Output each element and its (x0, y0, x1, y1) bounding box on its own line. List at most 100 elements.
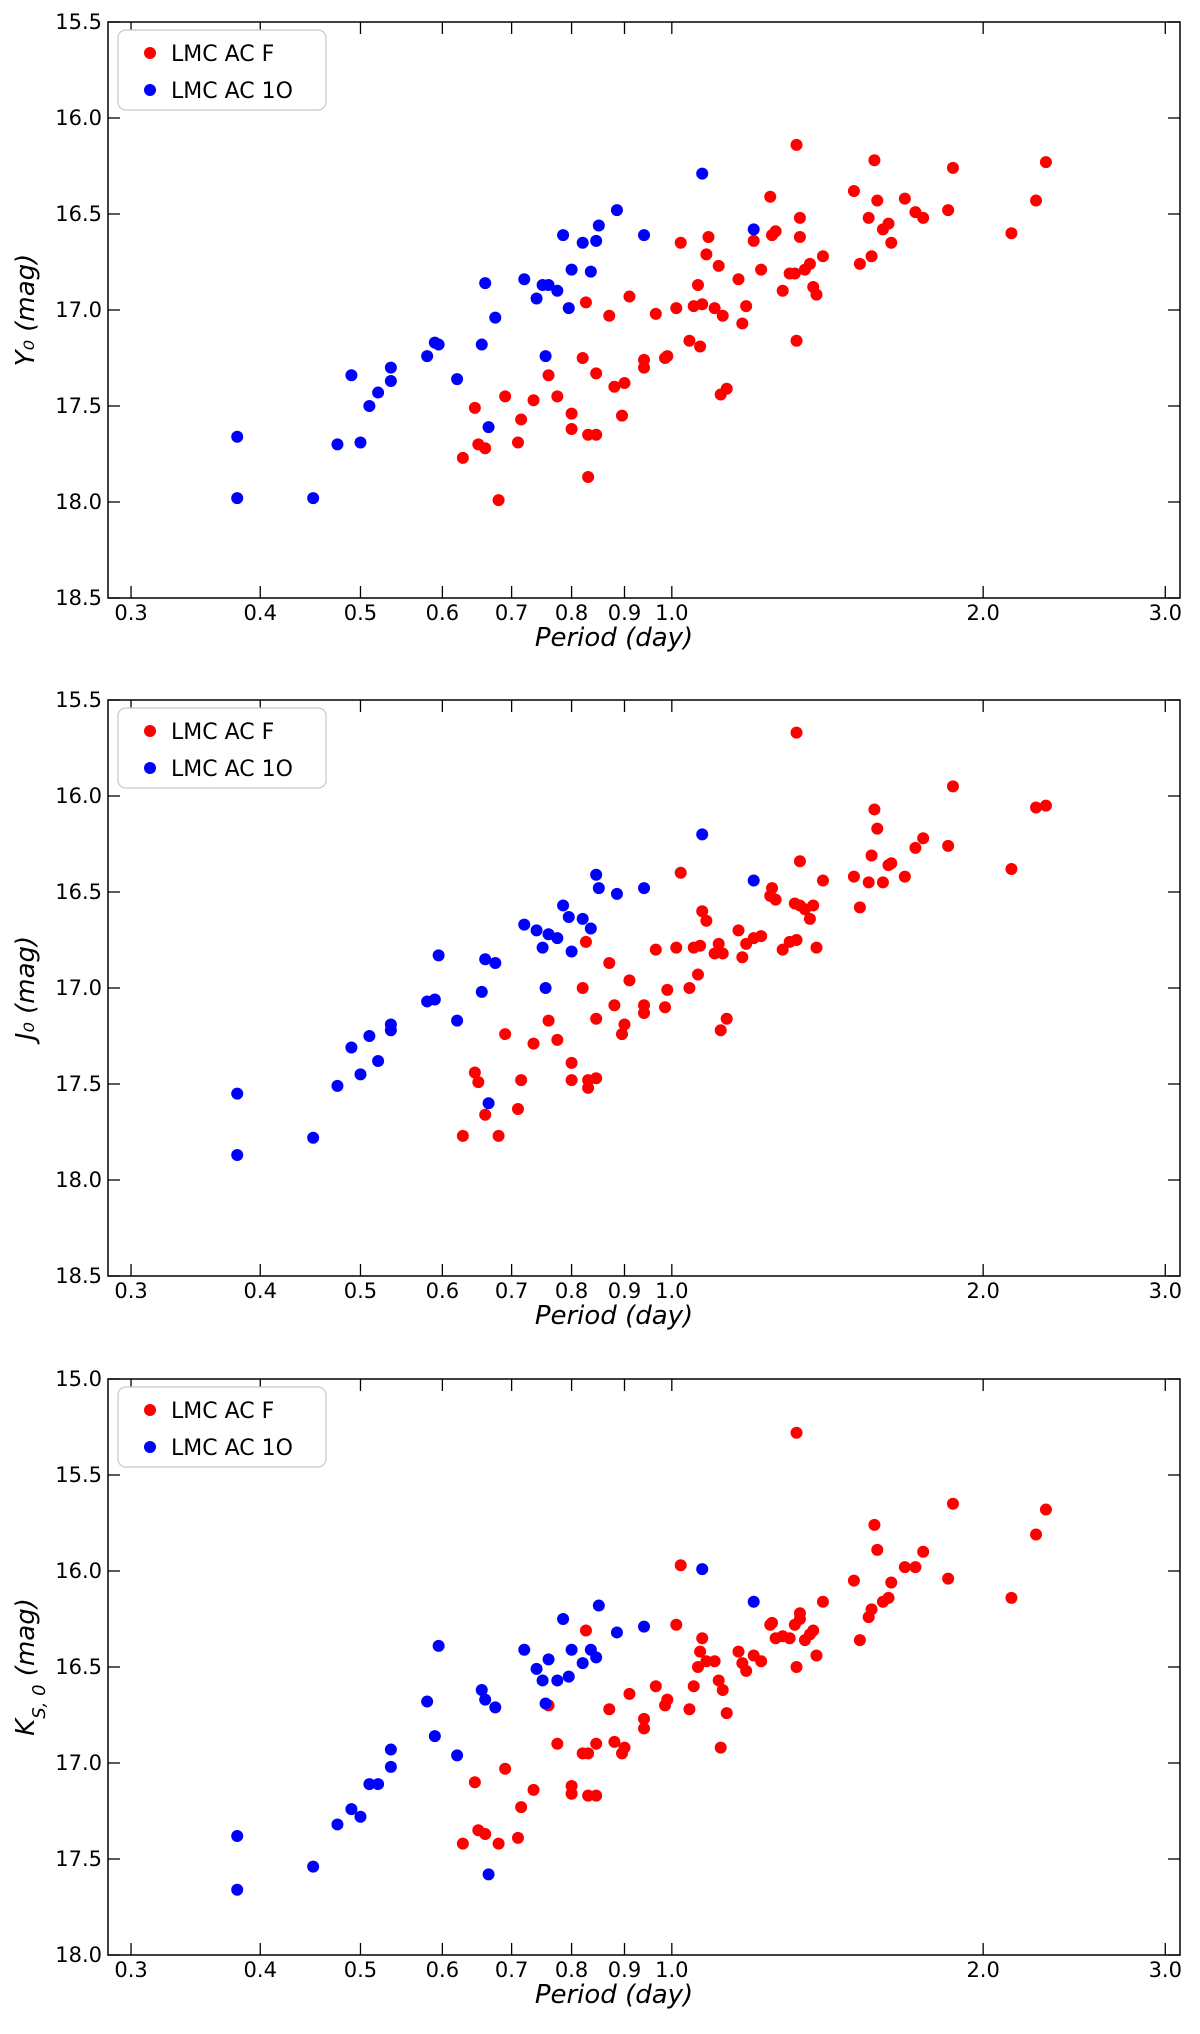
x-tick-label: 0.5 (344, 601, 377, 625)
data-point (696, 1632, 709, 1645)
x-tick-label: 3.0 (1149, 1279, 1182, 1303)
data-point (720, 382, 733, 395)
data-point (790, 934, 803, 946)
data-point (885, 857, 898, 870)
data-point (661, 1693, 674, 1706)
data-point (582, 1747, 595, 1760)
data-point (608, 999, 621, 1012)
data-point (479, 277, 492, 290)
x-tick-label: 0.4 (244, 601, 277, 625)
data-point (670, 941, 683, 954)
data-point (638, 229, 651, 242)
data-point (592, 1599, 605, 1612)
data-point (720, 1707, 733, 1720)
data-point (518, 918, 531, 931)
data-point (732, 924, 745, 937)
data-point (551, 390, 564, 403)
data-point (576, 352, 589, 364)
data-point (946, 1497, 959, 1510)
data-point (608, 380, 621, 393)
x-tick-label: 0.6 (426, 601, 459, 625)
data-point (793, 855, 806, 868)
data-point (384, 1760, 397, 1773)
data-point (790, 1426, 803, 1439)
data-point (766, 1616, 779, 1629)
legend-label: LMC AC F (171, 1399, 274, 1424)
data-point (372, 386, 385, 399)
data-point (917, 832, 930, 845)
data-point (871, 1543, 884, 1556)
y-tick-label: 16.5 (55, 1655, 102, 1679)
data-point (898, 1561, 911, 1574)
data-point (608, 1735, 621, 1748)
data-point (696, 1563, 709, 1576)
data-point (790, 138, 803, 151)
data-point (1005, 227, 1018, 240)
data-point (582, 471, 595, 484)
data-point (565, 1056, 578, 1069)
data-point (354, 436, 367, 449)
data-point (451, 1014, 464, 1027)
data-point (793, 1607, 806, 1620)
data-point (790, 1661, 803, 1673)
x-tick-label: 0.7 (495, 1279, 528, 1303)
x-tick-label: 1.0 (655, 601, 688, 625)
data-point (810, 288, 823, 301)
data-point (618, 376, 631, 389)
data-point (231, 430, 244, 443)
data-point (492, 494, 505, 507)
x-tick-label: 0.8 (555, 1279, 588, 1303)
x-tick-label: 0.9 (608, 1279, 641, 1303)
data-point (816, 1595, 829, 1608)
data-point (562, 1670, 575, 1683)
data-point (816, 250, 829, 263)
y-tick-label: 17.5 (55, 394, 102, 418)
data-point (551, 932, 564, 945)
data-point (518, 1643, 531, 1656)
data-point (590, 1737, 603, 1750)
data-point (755, 930, 768, 943)
data-point (755, 1655, 768, 1668)
data-point (527, 394, 540, 407)
data-point (776, 284, 789, 297)
data-point (1039, 799, 1052, 812)
y-tick-label: 16.0 (55, 1559, 102, 1583)
data-point (579, 1624, 592, 1637)
data-point (847, 184, 860, 197)
data-point (674, 236, 687, 249)
x-axis-label: Period (day) (535, 623, 693, 653)
data-point (659, 1001, 672, 1014)
data-point (623, 1687, 636, 1700)
data-point (565, 1074, 578, 1087)
data-point (868, 803, 881, 816)
data-point (592, 219, 605, 232)
data-point (456, 1129, 469, 1142)
y-tick-label: 18.5 (55, 586, 102, 610)
x-tick-label: 0.8 (555, 1958, 588, 1982)
y-tick-label: 17.0 (55, 298, 102, 322)
series-lmc-ac-1o (231, 828, 760, 1162)
y-tick-label: 16.0 (55, 106, 102, 130)
data-point (590, 367, 603, 380)
data-point (489, 957, 502, 970)
data-point (732, 1645, 745, 1658)
legend-marker (144, 762, 156, 774)
data-point (557, 899, 570, 912)
y-tick-label: 15.5 (55, 688, 102, 712)
data-point (515, 1801, 528, 1814)
data-point (868, 154, 881, 167)
data-point (917, 1545, 930, 1558)
x-tick-label: 0.3 (114, 601, 147, 625)
data-point (683, 982, 696, 994)
data-point (885, 236, 898, 249)
legend: LMC AC F LMC AC 1O (117, 1386, 327, 1468)
legend-box (117, 1386, 327, 1468)
data-point (661, 350, 674, 363)
data-point (590, 1789, 603, 1802)
data-point (565, 945, 578, 958)
data-point (803, 912, 816, 925)
data-point (590, 868, 603, 881)
data-point (638, 361, 651, 374)
series-lmc-ac-f (456, 138, 1052, 507)
data-point (747, 223, 760, 236)
